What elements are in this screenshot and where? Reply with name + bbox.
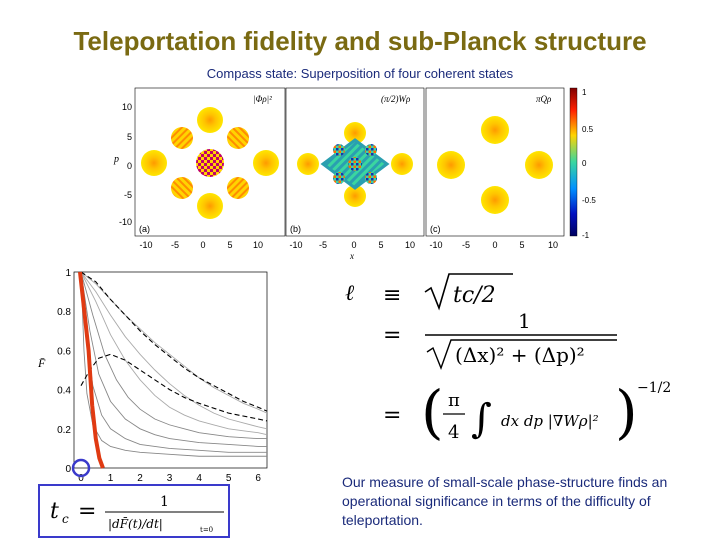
- plot-y-tick: 1: [65, 268, 71, 279]
- plot-y-tick: 0.2: [57, 425, 71, 436]
- delta-terms: (Δx)² + (Δp)²: [455, 343, 585, 367]
- tc-denominator-sub: t=0: [200, 526, 213, 534]
- x-tick: -10: [139, 240, 152, 250]
- integrand: dx dp |∇Wρ|²: [501, 412, 599, 430]
- y-tick: -5: [124, 190, 132, 200]
- ell-symbol: ℓ: [345, 281, 355, 306]
- x-tick: -5: [319, 240, 327, 250]
- colorbar: 1 0.5 0 -0.5 -1: [569, 87, 596, 240]
- plot-x-tick: 3: [167, 473, 173, 482]
- origin-highlight-circle: [71, 458, 91, 478]
- initial-slope-marker: [78, 271, 105, 469]
- y-axis-label: p: [113, 154, 119, 165]
- plot-y-tick: 0.4: [57, 386, 71, 397]
- panel-label: (π/2)Wρ: [381, 94, 411, 104]
- big-paren-right: ): [615, 378, 638, 446]
- panel-label: πQρ: [536, 94, 552, 104]
- colorbar-tick: 1: [582, 88, 587, 97]
- x-tick: 5: [519, 240, 524, 250]
- equals-1: =: [383, 323, 401, 348]
- panel-b: (π/2)Wρ (b): [285, 87, 425, 237]
- panel-label: |Φρ|²: [253, 94, 272, 104]
- tc-symbol: t: [50, 499, 59, 524]
- y-tick: -10: [119, 217, 132, 227]
- sqrt-sign-1: [424, 273, 513, 311]
- big-paren-left: (: [421, 378, 444, 446]
- fidelity-series-line: [80, 271, 268, 436]
- fidelity-series-line: [80, 271, 267, 447]
- fidelity-dashed-line: [80, 271, 268, 412]
- colorbar-tick: -1: [582, 231, 590, 240]
- colorbar-tick: -0.5: [582, 196, 596, 205]
- plot-ylabel: F̄: [37, 356, 46, 370]
- panel-a: |Φρ|² (a): [134, 87, 286, 237]
- y-tick: 0: [127, 161, 132, 171]
- sqrt-tc: tc/2: [453, 283, 496, 308]
- tc-numerator: 1: [160, 494, 169, 510]
- plot-frame: [73, 271, 268, 469]
- x-tick: 10: [405, 240, 415, 250]
- four-denominator: 4: [448, 422, 459, 443]
- integral-sign: ∫: [471, 396, 492, 442]
- plot-x-tick: 5: [226, 473, 232, 482]
- fidelity-series-line: [80, 271, 268, 430]
- plot-x-tick: 0: [78, 473, 84, 482]
- panel-c: πQρ (c): [425, 87, 565, 237]
- tc-formula-box: t c = 1 |dF̄(t)/dt| t=0: [38, 484, 230, 538]
- panel-tag: (c): [430, 224, 441, 234]
- fidelity-series-line: [80, 271, 267, 457]
- plot-x-tick: 4: [196, 473, 202, 482]
- slide-title: Teleportation fidelity and sub-Planck st…: [73, 26, 647, 56]
- x-tick: -10: [289, 240, 302, 250]
- tc-equals: =: [78, 499, 96, 524]
- frac-numerator: 1: [518, 309, 531, 333]
- x-tick: 5: [227, 240, 232, 250]
- x-tick: -10: [429, 240, 442, 250]
- x-tick: 10: [253, 240, 263, 250]
- pi-symbol: π: [448, 390, 460, 411]
- x-tick: 0: [492, 240, 497, 250]
- phase-space-figure: p 10 5 0 -5 -10 |Φρ|² (a) (π/2)Wρ (b: [113, 87, 596, 261]
- length-scale-equations: ℓ ≡ tc/2 = 1 (Δx)² + (Δp)² = ( π 4 ∫ dx …: [345, 273, 671, 446]
- exponent: −1/2: [637, 380, 671, 396]
- x-tick: 0: [351, 240, 356, 250]
- sqrt-sign-2: [426, 339, 617, 370]
- y-tick: 5: [127, 132, 132, 142]
- colorbar-tick: 0: [582, 159, 587, 168]
- caption-text: Our measure of small-scale phase-structu…: [342, 474, 668, 528]
- x-tick: 10: [548, 240, 558, 250]
- equals-2: =: [383, 403, 401, 428]
- plot-x-tick: 2: [137, 473, 143, 482]
- x-tick: 5: [378, 240, 383, 250]
- fidelity-series-line: [80, 271, 267, 440]
- plot-x-tick: 1: [108, 473, 114, 482]
- fidelity-plot: 0 0.2 0.4 0.6 0.8 1 0 1 2 3 4 5 6 F̄: [37, 268, 268, 482]
- x-tick: -5: [462, 240, 470, 250]
- panel-tag: (b): [290, 224, 301, 234]
- fidelity-dashed-line: [80, 353, 268, 422]
- plot-y-tick: 0: [65, 464, 71, 475]
- slide-subtitle: Compass state: Superposition of four coh…: [206, 66, 514, 81]
- panel-tag: (a): [139, 224, 150, 234]
- x-tick: -5: [171, 240, 179, 250]
- x-tick: 0: [200, 240, 205, 250]
- plot-y-tick: 0.8: [57, 307, 71, 318]
- y-tick: 10: [122, 102, 132, 112]
- equiv-sign: ≡: [383, 283, 401, 308]
- plot-y-tick: 0.6: [57, 346, 71, 357]
- tc-subscript: c: [62, 512, 69, 526]
- x-axis-label: x: [349, 251, 354, 261]
- tc-denominator: |dF̄(t)/dt|: [108, 516, 163, 531]
- colorbar-tick: 0.5: [582, 125, 594, 134]
- plot-x-tick: 6: [255, 473, 261, 482]
- dashed-layer: [80, 271, 268, 422]
